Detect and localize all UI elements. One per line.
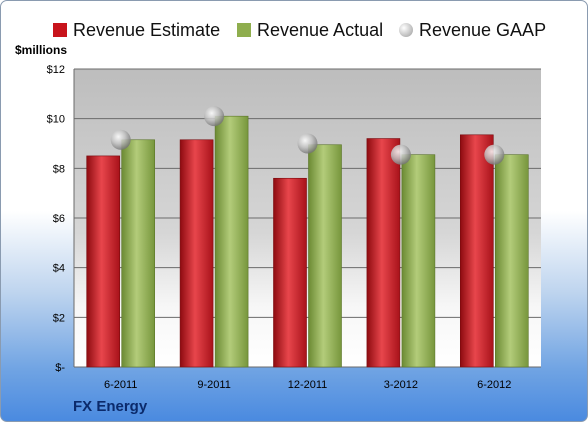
bar-actual-6-2012: [494, 154, 529, 368]
y-tick-label-0: $-: [55, 362, 65, 374]
gaap-marker-9-2011: [204, 106, 225, 127]
y-tick-label-4: $4: [53, 263, 65, 275]
y-axis-unit-label: $millions: [15, 43, 68, 57]
bar-estimate-6-2012: [459, 134, 494, 368]
y-tick-label-12: $12: [47, 64, 65, 76]
legend-swatch-gaap: [399, 23, 413, 37]
legend-label-actual: Revenue Actual: [257, 19, 384, 40]
bar-estimate-9-2011: [179, 139, 214, 368]
y-tick-label-8: $8: [53, 163, 65, 175]
bar-actual-12-2011: [308, 144, 342, 368]
legend-item-gaap: Revenue GAAP: [399, 18, 546, 42]
gaap-marker-6-2011: [110, 129, 131, 150]
legend-label-estimate: Revenue Estimate: [73, 19, 221, 40]
bar-actual-3-2012: [401, 154, 436, 368]
legend-swatch-estimate: [53, 23, 67, 37]
company-name: FX Energy: [73, 398, 148, 415]
bar-actual-6-2011: [121, 139, 155, 368]
legend: Revenue Estimate Revenue Actual Revenue …: [1, 16, 587, 44]
legend-item-estimate: Revenue Estimate: [53, 18, 220, 42]
x-tick-label-12-2011: 12-2011: [288, 379, 328, 391]
legend-item-actual: Revenue Actual: [237, 18, 383, 42]
legend-swatch-actual: [237, 23, 251, 37]
x-tick-label-3-2012: 3-2012: [384, 379, 418, 391]
bar-estimate-3-2012: [366, 138, 401, 368]
x-tick-label-9-2011: 9-2011: [197, 379, 230, 391]
x-tick-label-6-2012: 6-2012: [477, 379, 511, 391]
x-tick-label-6-2011: 6-2011: [104, 379, 137, 391]
y-tick-label-6: $6: [53, 213, 65, 225]
bar-estimate-6-2011: [86, 155, 120, 368]
bar-actual-9-2011: [214, 115, 249, 368]
bar-estimate-12-2011: [273, 177, 307, 368]
legend-label-gaap: Revenue GAAP: [419, 19, 547, 40]
gaap-marker-12-2011: [297, 133, 318, 154]
gaap-marker-6-2012: [484, 144, 505, 165]
gaap-marker-3-2012: [390, 144, 411, 165]
y-tick-label-2: $2: [53, 312, 65, 324]
y-tick-label-10: $10: [47, 114, 65, 126]
